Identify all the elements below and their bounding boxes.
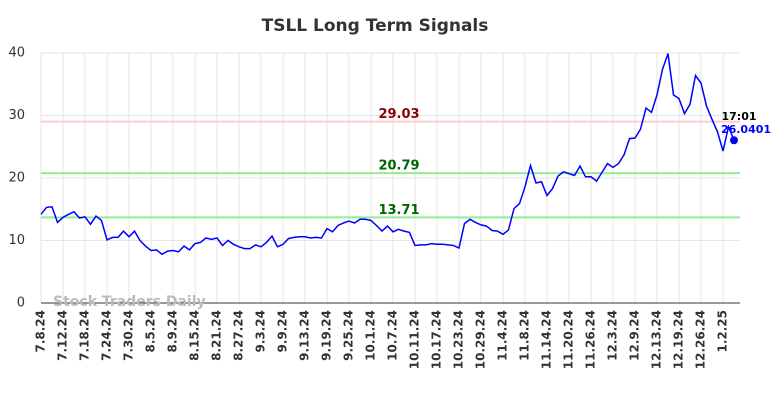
x-tick-label: 9.13.24 xyxy=(298,310,312,361)
x-tick-label: 12.19.24 xyxy=(672,310,686,369)
x-tick-label: 9.19.24 xyxy=(320,310,334,361)
last-time: 17:01 xyxy=(721,110,756,123)
signal-label: 29.03 xyxy=(378,107,419,122)
x-tick-label: 10.17.24 xyxy=(430,310,444,369)
x-tick-label: 8.27.24 xyxy=(232,310,246,361)
y-tick-label: 40 xyxy=(8,46,25,61)
chart-title: TSLL Long Term Signals xyxy=(262,16,489,36)
y-tick-label: 0 xyxy=(17,296,25,311)
y-tick-label: 20 xyxy=(8,171,25,186)
last-point xyxy=(730,136,738,145)
price-line xyxy=(40,53,735,256)
x-tick-label: 10.7.24 xyxy=(386,310,400,361)
x-tick-label: 7.18.24 xyxy=(78,310,92,361)
x-tick-label: 7.12.24 xyxy=(56,310,70,361)
x-tick-label: 9.3.24 xyxy=(254,310,268,353)
x-tick-label: 11.20.24 xyxy=(562,310,576,369)
y-tick-label: 10 xyxy=(8,233,25,248)
x-tick-label: 10.1.24 xyxy=(364,310,378,361)
watermark: Stock Traders Daily xyxy=(53,294,206,310)
x-tick-label: 9.9.24 xyxy=(276,310,290,353)
x-tick-label: 8.5.24 xyxy=(144,310,158,353)
signal-label: 13.71 xyxy=(378,203,419,218)
x-tick-label: 11.26.24 xyxy=(584,310,598,369)
x-tick-label: 12.9.24 xyxy=(628,310,642,361)
x-tick-label: 11.4.24 xyxy=(496,310,510,361)
signal-label: 20.79 xyxy=(378,159,419,174)
x-tick-label: 10.11.24 xyxy=(408,310,422,369)
x-tick-label: 12.26.24 xyxy=(694,310,708,369)
x-tick-label: 12.3.24 xyxy=(606,310,620,361)
x-tick-label: 7.8.24 xyxy=(34,310,48,353)
last-value: 26.0401 xyxy=(721,123,771,136)
x-tick-label: 1.2.25 xyxy=(716,310,730,353)
x-tick-label: 11.8.24 xyxy=(518,310,532,361)
x-tick-label: 8.15.24 xyxy=(188,310,202,361)
x-tick-label: 7.30.24 xyxy=(122,310,136,361)
x-tick-label: 8.9.24 xyxy=(166,310,180,353)
y-tick-label: 30 xyxy=(8,108,25,123)
x-tick-label: 11.14.24 xyxy=(540,310,554,369)
x-tick-label: 7.24.24 xyxy=(100,310,114,361)
x-tick-label: 9.25.24 xyxy=(342,310,356,361)
x-tick-label: 12.13.24 xyxy=(650,310,664,369)
x-tick-label: 10.23.24 xyxy=(452,310,466,369)
x-tick-label: 10.29.24 xyxy=(474,310,488,369)
x-tick-label: 8.21.24 xyxy=(210,310,224,361)
